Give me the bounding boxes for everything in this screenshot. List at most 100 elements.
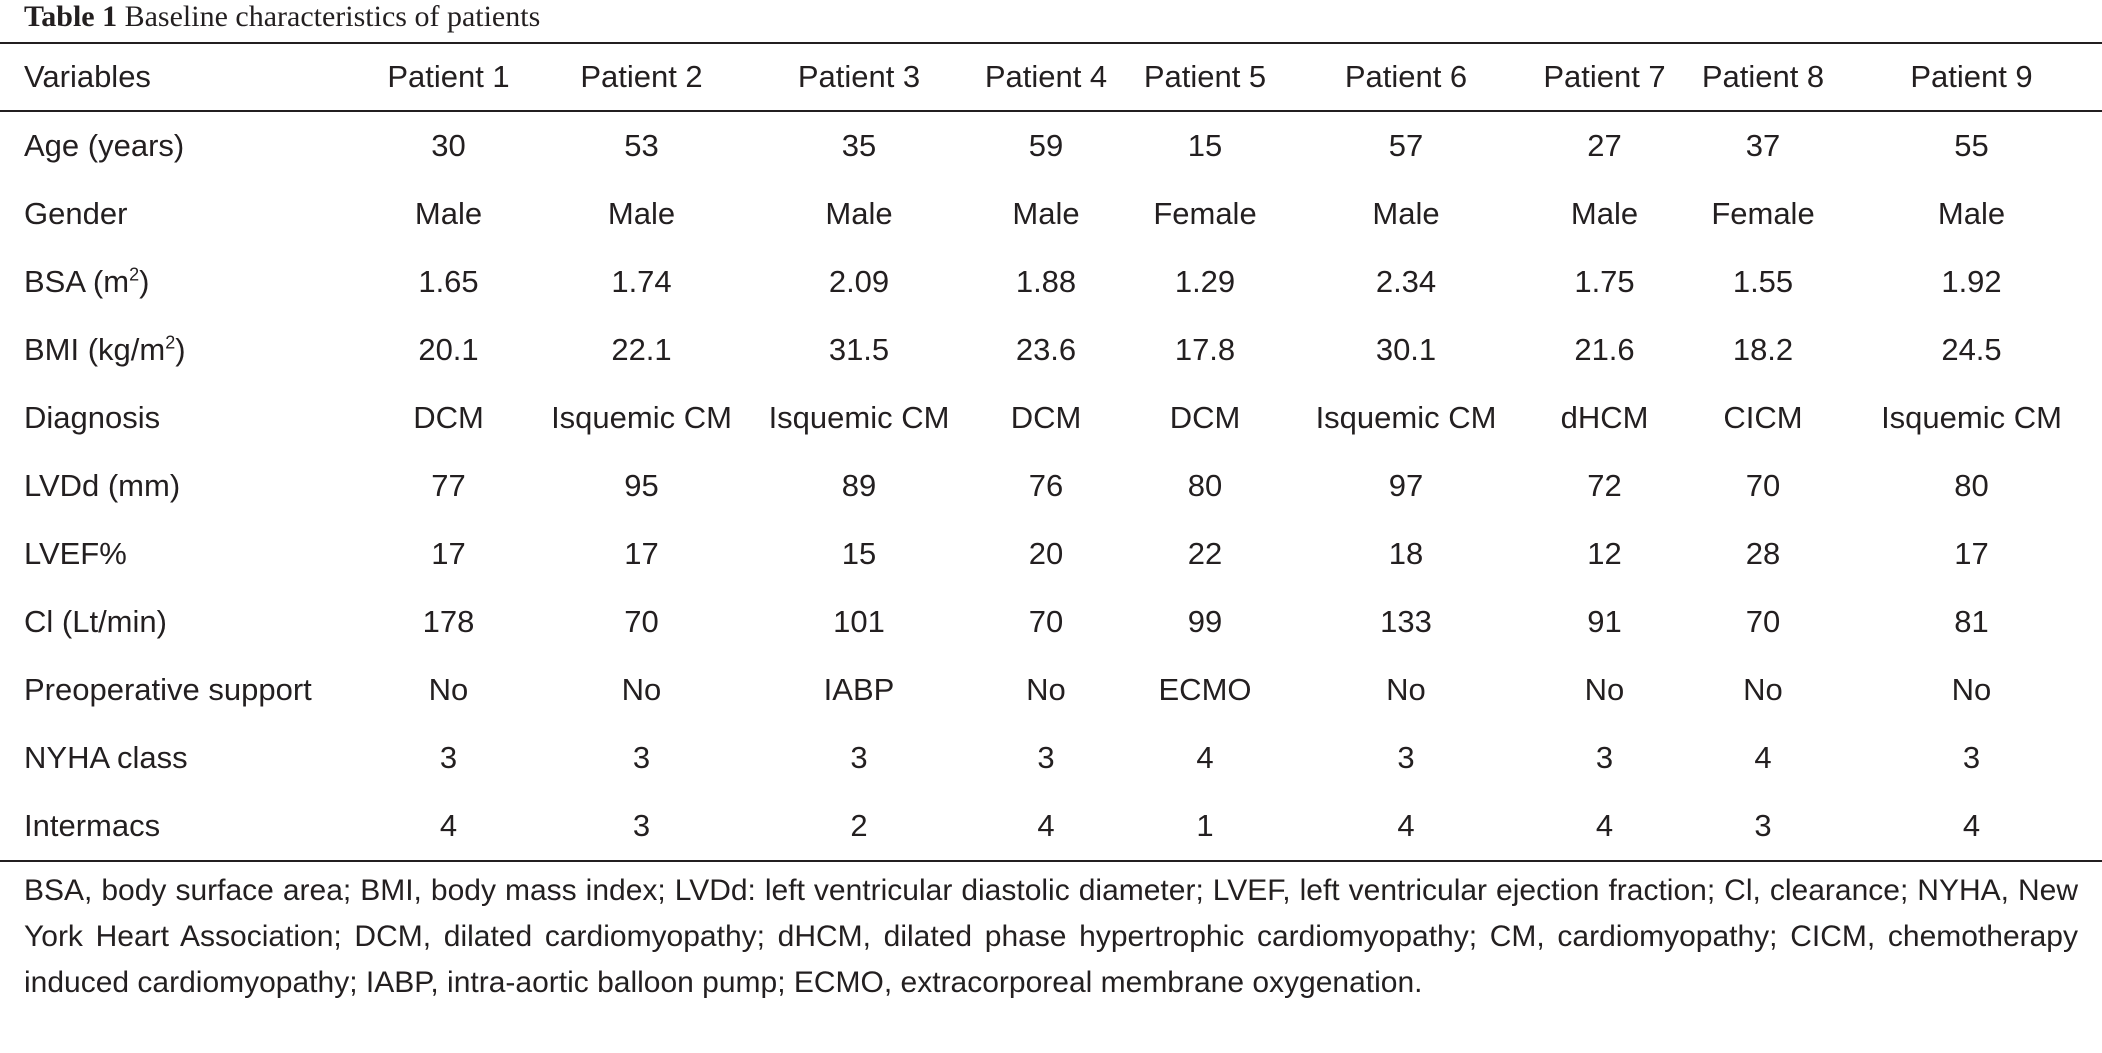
table-cell-patient-6: 3 [1397, 740, 1415, 775]
table-cell-patient-9: 55 [1954, 128, 1989, 163]
table-cell-patient-6: 18 [1388, 536, 1424, 571]
table-cell-patient-1: 178 [422, 604, 475, 639]
table-caption-text: Baseline characteristics of patients [124, 0, 541, 33]
table-row: BSA (m2) 1.65 1.74 2.09 1.88 1.29 2.34 1.75 1.55… [0, 248, 2102, 316]
table-cell-patient-7: 21.6 [1574, 332, 1635, 367]
table-cell-patient-6: 4 [1397, 808, 1415, 843]
table-cell-patient-4: No [1026, 672, 1066, 707]
table-cell-patient-1: Male [414, 196, 483, 231]
baseline-characteristics-table: Variables Patient 1 Patient 2 Patient 3 … [0, 42, 2102, 862]
table-cell-patient-2: No [621, 672, 662, 707]
table-cell-patient-3: 101 [833, 604, 885, 639]
table-body: Age (years) 30 53 35 59 15 57 27 37 55 Gender Male M… [0, 111, 2102, 861]
table-cell-patient-5: 15 [1187, 128, 1223, 163]
table-cell-patient-8: Female [1711, 196, 1815, 231]
table-cell-patient-7: 4 [1595, 808, 1614, 843]
table-caption-label: Table 1 [24, 0, 118, 33]
table-cell-patient-6: Isquemic CM [1315, 400, 1497, 435]
column-header-patient-7: Patient 7 [1543, 59, 1666, 94]
table-cell-patient-4: 20 [1028, 536, 1064, 571]
table-cell-patient-2: 22.1 [611, 332, 672, 367]
table-cell-patient-7: 72 [1587, 468, 1622, 503]
table-cell-patient-2: Male [607, 196, 676, 231]
table-cell-patient-4: Male [1012, 196, 1080, 231]
table-cell-patient-2: 95 [624, 468, 659, 503]
row-label: Intermacs [24, 808, 161, 843]
table-cell-patient-7: Male [1570, 196, 1639, 231]
table-cell-patient-9: 1.92 [1941, 264, 2002, 299]
table-cell-patient-3: 31.5 [828, 332, 890, 367]
table-cell-patient-9: Male [1937, 196, 2006, 231]
table-container: Variables Patient 1 Patient 2 Patient 3 … [0, 42, 2102, 862]
table-cell-patient-9: 24.5 [1941, 332, 2002, 367]
column-header-patient-3: Patient 3 [797, 59, 921, 94]
table-cell-patient-1: 77 [431, 468, 466, 503]
table-row: LVDd (mm) 77 95 89 76 80 97 72 70 80 [0, 452, 2102, 520]
row-label-text-suffix: ) [175, 332, 186, 367]
table-cell-patient-3: 15 [841, 536, 877, 571]
table-cell-patient-9: 4 [1962, 808, 1981, 843]
table-cell-patient-2: 3 [632, 808, 651, 843]
table-row: Cl (Lt/min) 178 70 101 70 99 133 91 70 81 [0, 588, 2102, 656]
table-cell-patient-7: dHCM [1560, 400, 1649, 435]
table-cell-patient-5: Female [1153, 196, 1257, 231]
table-cell-patient-4: 70 [1028, 604, 1064, 639]
table-cell-patient-2: Isquemic CM [551, 400, 732, 435]
table-cell-patient-9: 80 [1954, 468, 1989, 503]
table-cell-patient-6: 133 [1380, 604, 1432, 639]
table-cell-patient-5: 22 [1187, 536, 1223, 571]
table-row: Intermacs 4 3 2 4 1 4 4 3 4 [0, 792, 2102, 861]
table-row: Age (years) 30 53 35 59 15 57 27 37 55 [0, 111, 2102, 180]
row-label-text: BMI (kg/m [24, 332, 166, 367]
table-cell-patient-3: 35 [841, 128, 877, 163]
table-cell-patient-2: 17 [624, 536, 659, 571]
row-label-text: BSA (m [24, 264, 130, 299]
table-cell-patient-9: 81 [1954, 604, 1989, 639]
row-label-superscript: 2 [129, 264, 140, 285]
table-cell-patient-6: 2.34 [1375, 264, 1437, 299]
table-row: Preoperative support No No IABP No ECMO No No No… [0, 656, 2102, 724]
table-row: Gender Male Male Male Male Female Male Male Fema… [0, 180, 2102, 248]
column-header-patient-2: Patient 2 [580, 59, 703, 94]
row-label: Diagnosis [24, 400, 161, 435]
table-cell-patient-7: 12 [1587, 536, 1622, 571]
table-cell-patient-3: Male [825, 196, 893, 231]
row-label: LVEF% [24, 536, 127, 571]
table-cell-patient-8: CICM [1723, 400, 1803, 435]
column-header-patient-8: Patient 8 [1701, 59, 1825, 94]
table-cell-patient-4: 23.6 [1015, 332, 1077, 367]
table-row: LVEF% 17 17 15 20 22 18 12 28 17 [0, 520, 2102, 588]
row-label: LVDd (mm) [24, 468, 181, 503]
table-cell-patient-8: 70 [1745, 468, 1781, 503]
table-cell-patient-7: 91 [1587, 604, 1622, 639]
table-cell-patient-1: 3 [439, 740, 458, 775]
table-cell-patient-4: 1.88 [1015, 264, 1077, 299]
table-cell-patient-4: 59 [1028, 128, 1064, 163]
column-header-patient-4: Patient 4 [984, 59, 1108, 94]
table-cell-patient-2: 3 [632, 740, 651, 775]
column-header-patient-6: Patient 6 [1344, 59, 1468, 94]
table-cell-patient-8: No [1743, 672, 1783, 707]
table-cell-patient-8: 1.55 [1732, 264, 1794, 299]
table-row: Diagnosis DCM Isquemic CM Isquemic CM DCM DCM… [0, 384, 2102, 452]
table-cell-patient-8: 37 [1745, 128, 1781, 163]
table-cell-patient-8: 18.2 [1732, 332, 1794, 367]
table-row: NYHA class 3 3 3 3 4 3 3 4 3 [0, 724, 2102, 792]
table-caption: Table 1 Baseline characteristics of pati… [24, 0, 540, 36]
table-cell-patient-3: Isquemic CM [768, 400, 950, 435]
row-label: Age (years) [24, 128, 185, 163]
table-cell-patient-3: 2 [850, 808, 868, 843]
row-label-superscript: 2 [165, 332, 176, 353]
row-label: Cl (Lt/min) [24, 604, 167, 639]
table-cell-patient-3: IABP [823, 672, 895, 707]
table-cell-patient-8: 3 [1754, 808, 1772, 843]
table-cell-patient-8: 70 [1745, 604, 1781, 639]
row-label-text-suffix: ) [139, 264, 150, 299]
table-cell-patient-6: 57 [1388, 128, 1424, 163]
table-cell-patient-4: 4 [1037, 808, 1055, 843]
table-cell-patient-4: 76 [1028, 468, 1064, 503]
table-cell-patient-1: 4 [439, 808, 458, 843]
table-footnote: BSA, body surface area; BMI, body mass i… [24, 874, 2078, 999]
table-cell-patient-5: 1 [1196, 808, 1214, 843]
column-header-patient-9: Patient 9 [1910, 59, 2033, 94]
